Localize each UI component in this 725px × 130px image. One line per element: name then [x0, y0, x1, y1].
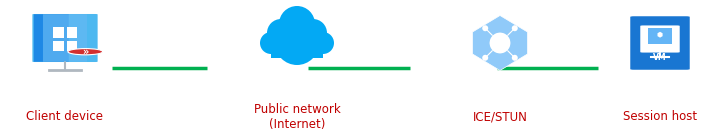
Ellipse shape [260, 32, 282, 54]
Ellipse shape [512, 55, 518, 61]
Bar [271, 44, 323, 58]
FancyBboxPatch shape [640, 25, 680, 53]
Ellipse shape [275, 21, 319, 65]
Bar [53, 41, 64, 51]
FancyBboxPatch shape [33, 14, 98, 62]
Text: Client device: Client device [27, 110, 104, 124]
Polygon shape [473, 15, 528, 70]
Text: VM: VM [653, 53, 667, 62]
Bar [67, 27, 77, 37]
Ellipse shape [279, 6, 315, 42]
Text: Session host: Session host [623, 110, 697, 124]
Circle shape [68, 49, 103, 55]
Bar [53, 27, 64, 37]
Text: ⬢: ⬢ [657, 31, 663, 37]
Ellipse shape [512, 25, 518, 31]
FancyBboxPatch shape [34, 14, 69, 62]
Text: (Internet): (Internet) [269, 118, 326, 130]
FancyBboxPatch shape [630, 16, 689, 70]
Bar [67, 41, 77, 51]
Bar [648, 28, 672, 44]
Ellipse shape [299, 19, 327, 47]
Ellipse shape [312, 32, 334, 54]
Text: ICE/STUN: ICE/STUN [473, 110, 527, 124]
Ellipse shape [267, 19, 295, 47]
Text: »: » [82, 47, 88, 57]
FancyBboxPatch shape [43, 14, 87, 62]
Ellipse shape [482, 55, 488, 61]
Text: Public network: Public network [254, 103, 340, 116]
Ellipse shape [482, 25, 488, 31]
Ellipse shape [489, 32, 511, 54]
